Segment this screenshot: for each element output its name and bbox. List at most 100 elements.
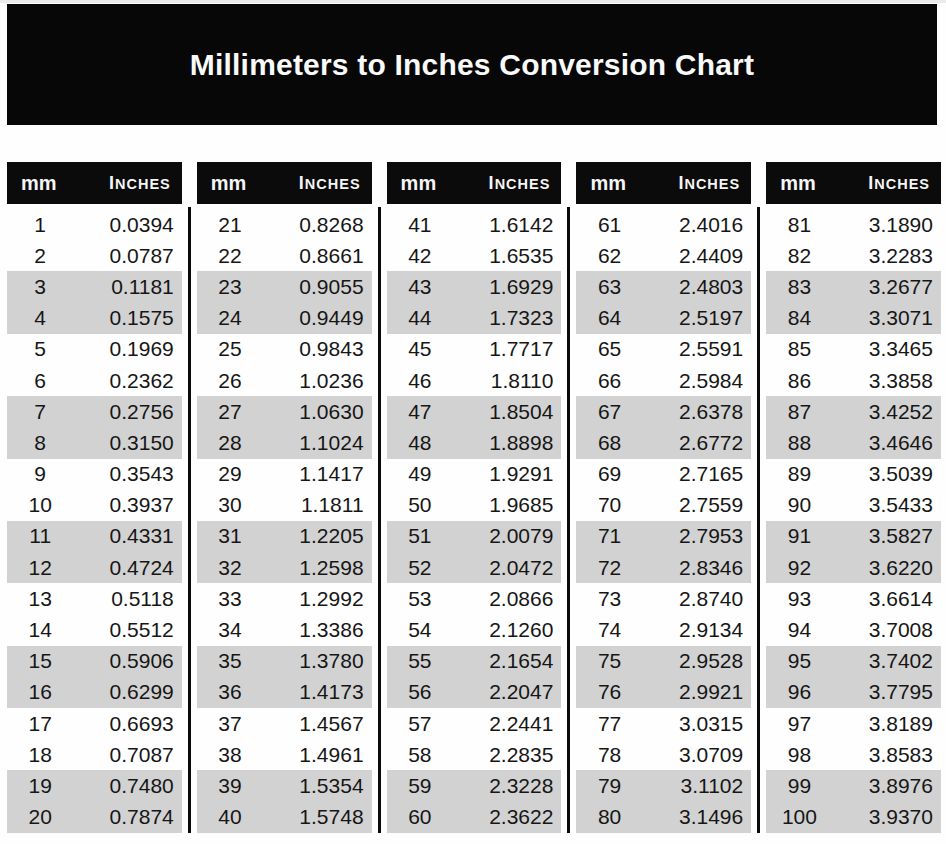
inches-value: 3.0315 bbox=[643, 712, 751, 736]
inches-value: 1.2205 bbox=[263, 524, 371, 548]
mm-value: 73 bbox=[576, 587, 642, 611]
inches-value: 2.4803 bbox=[643, 275, 751, 299]
mm-value: 63 bbox=[576, 275, 642, 299]
table-row: 431.6929 bbox=[387, 271, 562, 302]
column-group-header: mmINCHES bbox=[197, 162, 372, 204]
column-group-divider bbox=[182, 162, 197, 833]
table-row: 331.2992 bbox=[197, 583, 372, 614]
mm-value: 99 bbox=[766, 774, 832, 798]
mm-value: 7 bbox=[7, 400, 73, 424]
inches-value: 0.8268 bbox=[263, 213, 371, 237]
inches-value: 0.0394 bbox=[73, 213, 181, 237]
table-column-group: mmINCHES210.8268220.8661230.9055240.9449… bbox=[197, 162, 372, 833]
inches-value: 3.5827 bbox=[833, 524, 941, 548]
mm-value: 58 bbox=[387, 743, 453, 767]
mm-value: 18 bbox=[7, 743, 73, 767]
table-row: 592.3228 bbox=[387, 770, 562, 801]
mm-value: 51 bbox=[387, 524, 453, 548]
inches-value: 0.7480 bbox=[73, 774, 181, 798]
table-row: 873.4252 bbox=[766, 396, 941, 427]
table-row: 401.5748 bbox=[197, 802, 372, 833]
inches-value: 1.6535 bbox=[453, 244, 561, 268]
table-row: 250.9843 bbox=[197, 334, 372, 365]
mm-value: 34 bbox=[197, 618, 263, 642]
mm-value: 50 bbox=[387, 493, 453, 517]
inches-header-label: INCHES bbox=[489, 173, 551, 194]
table-row: 371.4567 bbox=[197, 708, 372, 739]
mm-header-label: mm bbox=[21, 172, 57, 195]
inches-value: 0.3150 bbox=[73, 431, 181, 455]
inches-value: 0.5118 bbox=[73, 587, 181, 611]
table-row: 311.2205 bbox=[197, 521, 372, 552]
inches-value: 2.0079 bbox=[453, 524, 561, 548]
table-row: 110.4331 bbox=[7, 521, 182, 552]
mm-value: 69 bbox=[576, 462, 642, 486]
inches-value: 0.3937 bbox=[73, 493, 181, 517]
table-row: 40.1575 bbox=[7, 303, 182, 334]
table-row: 471.8504 bbox=[387, 396, 562, 427]
inches-value: 2.5984 bbox=[643, 369, 751, 393]
mm-value: 93 bbox=[766, 587, 832, 611]
inches-header-rest: NCHES bbox=[874, 176, 930, 192]
inches-value: 1.0236 bbox=[263, 369, 371, 393]
inches-value: 3.3071 bbox=[833, 306, 941, 330]
mm-value: 15 bbox=[7, 649, 73, 673]
inches-value: 1.9291 bbox=[453, 462, 561, 486]
mm-value: 95 bbox=[766, 649, 832, 673]
mm-value: 70 bbox=[576, 493, 642, 517]
inches-value: 0.6693 bbox=[73, 712, 181, 736]
inches-value: 0.1181 bbox=[73, 275, 181, 299]
mm-value: 56 bbox=[387, 680, 453, 704]
inches-value: 2.3228 bbox=[453, 774, 561, 798]
mm-value: 72 bbox=[576, 556, 642, 580]
column-group-header: mmINCHES bbox=[7, 162, 182, 204]
mm-value: 49 bbox=[387, 462, 453, 486]
inches-value: 1.1811 bbox=[263, 493, 371, 517]
inches-value: 0.2362 bbox=[73, 369, 181, 393]
mm-value: 92 bbox=[766, 556, 832, 580]
mm-value: 87 bbox=[766, 400, 832, 424]
inches-value: 1.8504 bbox=[453, 400, 561, 424]
table-row: 281.1024 bbox=[197, 427, 372, 458]
mm-value: 5 bbox=[7, 337, 73, 361]
mm-value: 32 bbox=[197, 556, 263, 580]
table-row: 742.9134 bbox=[576, 614, 751, 645]
mm-header-label: mm bbox=[590, 172, 626, 195]
inches-value: 2.8346 bbox=[643, 556, 751, 580]
table-row: 803.1496 bbox=[576, 802, 751, 833]
inches-header-label: INCHES bbox=[868, 173, 930, 194]
mm-value: 48 bbox=[387, 431, 453, 455]
table-row: 261.0236 bbox=[197, 365, 372, 396]
inches-value: 1.1024 bbox=[263, 431, 371, 455]
table-row: 220.8661 bbox=[197, 240, 372, 271]
column-group-divider bbox=[751, 162, 766, 833]
inches-value: 3.3465 bbox=[833, 337, 941, 361]
table-row: 783.0709 bbox=[576, 739, 751, 770]
mm-value: 85 bbox=[766, 337, 832, 361]
table-row: 532.0866 bbox=[387, 583, 562, 614]
table-row: 943.7008 bbox=[766, 614, 941, 645]
table-row: 50.1969 bbox=[7, 334, 182, 365]
table-row: 612.4016 bbox=[576, 209, 751, 240]
inches-value: 2.7165 bbox=[643, 462, 751, 486]
inches-value: 2.4016 bbox=[643, 213, 751, 237]
table-row: 411.6142 bbox=[387, 209, 562, 240]
table-row: 602.3622 bbox=[387, 802, 562, 833]
inches-value: 0.0787 bbox=[73, 244, 181, 268]
table-row: 773.0315 bbox=[576, 708, 751, 739]
table-row: 421.6535 bbox=[387, 240, 562, 271]
inches-value: 3.8583 bbox=[833, 743, 941, 767]
inches-value: 2.9528 bbox=[643, 649, 751, 673]
mm-value: 10 bbox=[7, 493, 73, 517]
inches-value: 0.9055 bbox=[263, 275, 371, 299]
table-row: 70.2756 bbox=[7, 396, 182, 427]
mm-value: 62 bbox=[576, 244, 642, 268]
mm-value: 96 bbox=[766, 680, 832, 704]
inches-value: 3.5039 bbox=[833, 462, 941, 486]
table-row: 341.3386 bbox=[197, 614, 372, 645]
table-row: 552.1654 bbox=[387, 646, 562, 677]
table-row: 150.5906 bbox=[7, 646, 182, 677]
table-row: 712.7953 bbox=[576, 521, 751, 552]
divider-line bbox=[757, 207, 760, 833]
mm-value: 67 bbox=[576, 400, 642, 424]
